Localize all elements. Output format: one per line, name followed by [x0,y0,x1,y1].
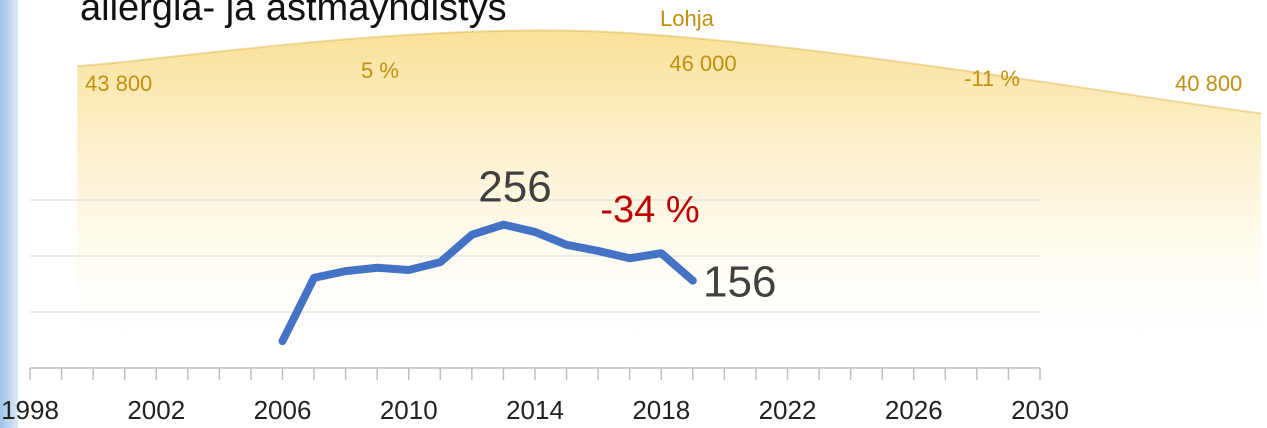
x-tick-label: 2010 [380,395,438,425]
x-tick-label: 2018 [632,395,690,425]
end-label: 156 [703,258,776,307]
population-line [77,29,1262,115]
x-tick-label: 2030 [1011,395,1069,425]
population-label: 46 000 [669,51,736,76]
side-image [0,0,18,428]
membership-line [278,220,697,346]
x-tick-label: 2014 [506,395,564,425]
peak-label: 256 [478,163,551,212]
change-label: -11 % [964,66,1020,91]
population-name: Lohja [660,6,715,31]
population-label: 43 800 [85,71,152,96]
x-tick-label: 1998 [1,395,59,425]
chart-title: allergia- ja astmayhdistys [80,0,507,29]
population-area [77,30,1261,369]
x-tick-label: 2002 [127,395,185,425]
x-tick-label: 2022 [759,395,817,425]
x-tick-label: 2026 [885,395,943,425]
change-label: -34 % [600,189,699,231]
population-label: 40 800 [1175,71,1242,96]
change-label: 5 % [361,58,399,83]
x-tick-label: 2006 [254,395,312,425]
